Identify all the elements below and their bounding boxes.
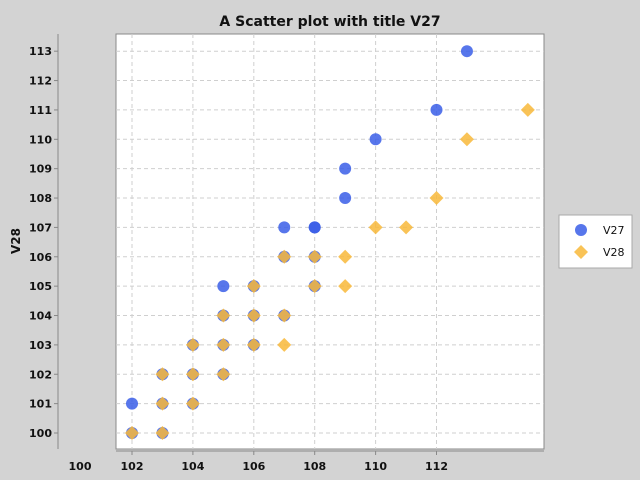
v28-point [246,279,261,294]
v28-point [307,279,322,294]
v27-point [126,397,138,410]
y-tick-label: 103 [29,339,52,352]
v27-point [430,103,443,116]
v28-point [520,102,535,117]
v28-point [125,426,139,440]
x-tick-label: 112 [425,460,448,473]
v28-point [216,367,231,382]
v28-point [368,220,383,235]
v28-point [185,396,200,411]
x-tick-label: 110 [364,460,387,473]
v27-point [339,162,352,175]
v28-point [216,337,231,352]
v28-point [155,396,170,411]
v28-point [155,367,170,382]
chart-title: A Scatter plot with title V27 [219,14,441,30]
v28-point [246,308,261,323]
v28-point [459,132,474,147]
v28-point [307,249,322,264]
v28-point [429,191,444,206]
v28-point [338,249,353,264]
v27-point [369,133,382,146]
x-tick-label: 102 [121,460,144,473]
v28-point [185,337,200,352]
x-tick-label: 108 [303,460,326,473]
y-tick-label: 113 [29,45,52,58]
y-tick-label: 109 [29,163,52,176]
v28-point [246,337,261,352]
y-axis-label: V28 [9,228,23,254]
y-tick-label: 110 [29,133,52,146]
x-tick-label: 104 [181,460,204,473]
plot-area [115,33,545,450]
x-tick-label: 106 [242,460,265,473]
v28-point [399,220,414,235]
v28-point [277,249,292,264]
legend-label-v27: V27 [603,224,625,237]
y-tick-label: 102 [29,368,52,381]
v27-point [460,45,473,58]
v27-point [278,221,291,234]
y-tick-label: 107 [29,221,52,234]
y-tick-label: 101 [29,398,52,411]
v28-point [155,426,170,440]
legend-label-v28: V28 [603,246,625,259]
v28-point [277,337,292,352]
v28-point [277,308,292,323]
y-tick-label: 104 [29,310,52,323]
legend-marker-v27 [575,224,587,236]
legend-marker-v28 [574,245,588,259]
v27-point [308,221,321,234]
y-tick-label: 111 [29,104,52,117]
v28-point [216,308,231,323]
y-tick-label: 106 [29,251,52,264]
v28-point [338,279,353,294]
y-tick-label: 105 [29,280,52,293]
y-tick-label: 112 [29,75,52,88]
y-tick-label: 108 [29,192,52,205]
x-tick-label: 100 [69,460,92,473]
v28-point [185,367,200,382]
legend-box [558,214,633,269]
y-tick-label: 100 [29,427,52,440]
v27-point [217,280,230,293]
v27-point [339,192,352,205]
